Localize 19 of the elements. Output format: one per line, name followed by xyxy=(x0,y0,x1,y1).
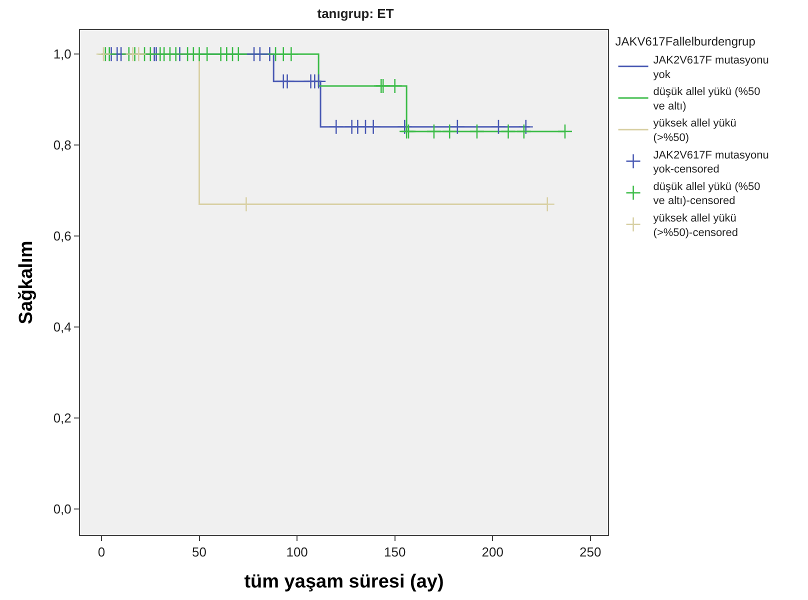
x-axis-title: tüm yaşam süresi (ay) xyxy=(244,571,444,592)
y-tick-label: 0,4 xyxy=(53,320,72,335)
legend-label: düşük allel yükü (%50 ve altı) xyxy=(653,86,760,112)
legend-title: JAKV617Fallelburdengrup xyxy=(615,34,756,49)
y-tick-label: 0,8 xyxy=(53,138,72,153)
legend-label: yüksek allel yükü (>%50)-censored xyxy=(653,212,738,239)
x-tick-label: 100 xyxy=(286,544,308,560)
x-tick-label: 200 xyxy=(482,544,504,560)
y-tick-label: 0,2 xyxy=(53,410,72,426)
y-tick-label: 0,0 xyxy=(53,502,72,517)
x-tick-label: 0 xyxy=(98,544,106,560)
chart-title: tanıgrup: ET xyxy=(317,6,394,22)
x-tick-label: 250 xyxy=(580,544,602,560)
y-tick-label: 0,6 xyxy=(53,228,72,244)
legend-label: yüksek allel yükü (>%50) xyxy=(653,118,736,144)
y-axis-title: Sağkalım xyxy=(16,240,38,324)
y-tick-label: 1,0 xyxy=(53,46,72,62)
x-tick-label: 50 xyxy=(192,544,207,560)
x-tick-label: 150 xyxy=(384,544,406,560)
